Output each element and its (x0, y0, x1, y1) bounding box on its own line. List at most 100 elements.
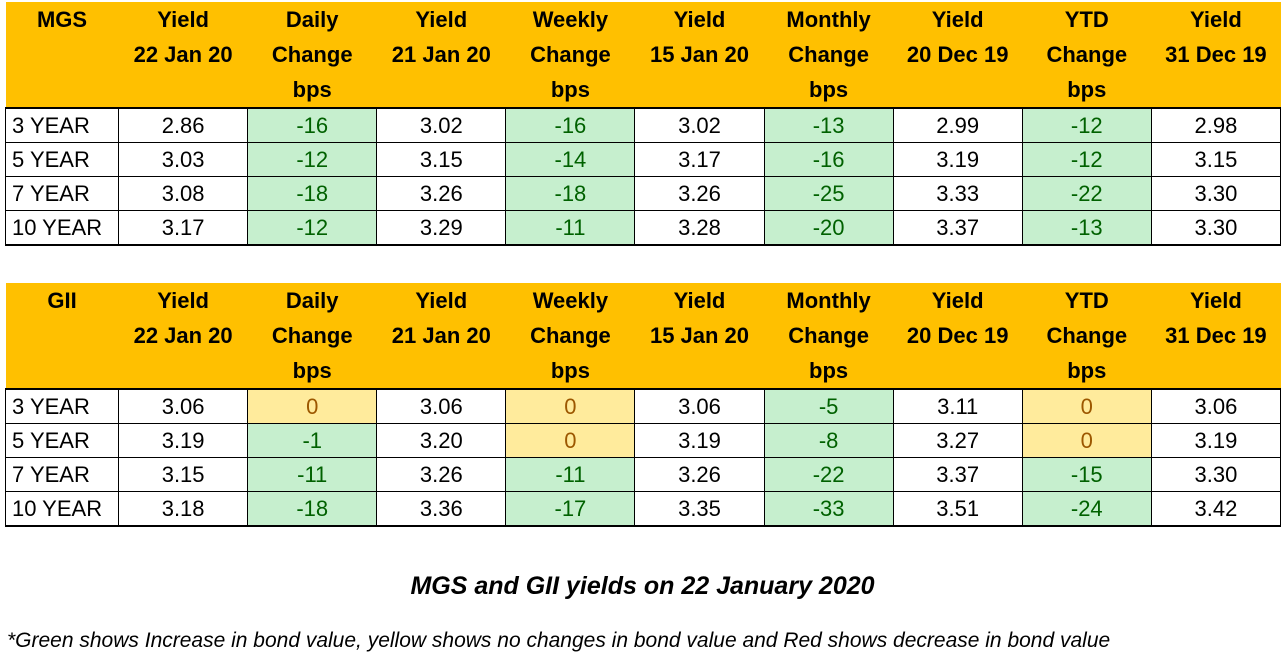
yield-cell: 2.86 (118, 107, 249, 143)
table-row: 10 YEAR 3.18 -18 3.36 -17 3.35 -33 3.51 -24 3.42 (4, 491, 1282, 527)
change-bps-cell: -1 (247, 423, 378, 458)
change-bps-cell: -20 (763, 210, 894, 246)
table-row: 5 YEAR 3.03 -12 3.15 -14 3.17 -16 3.19 -12 3.15 (4, 142, 1282, 177)
mgs-body: 3 YEAR 2.86 -16 3.02 -16 3.02 -13 2.99 -12 2.98 5 … (4, 107, 1282, 246)
header-line: Daily (285, 288, 339, 313)
header-line: Yield (415, 7, 468, 32)
column-header: Weekly Change bps (505, 283, 635, 390)
column-header: YTD Change bps (1022, 2, 1152, 109)
header-line: Yield (157, 7, 209, 32)
yield-cell: 3.36 (376, 491, 507, 527)
yield-cell: 3.06 (1150, 388, 1282, 424)
change-bps-cell: 0 (1021, 423, 1152, 458)
header-line: Daily (285, 7, 339, 32)
change-bps-cell: -5 (763, 388, 894, 424)
change-bps-cell: -16 (505, 107, 636, 143)
header-line: Change (271, 42, 353, 67)
header-line: YTD (1064, 288, 1109, 313)
yield-cell: 3.19 (634, 423, 765, 458)
change-bps-cell: -15 (1021, 457, 1152, 492)
yield-cell: 3.30 (1150, 457, 1282, 492)
yield-cell: 3.29 (376, 210, 507, 246)
change-bps-cell: -12 (1021, 107, 1152, 143)
change-bps-cell: -33 (763, 491, 894, 527)
yield-cell: 3.30 (1150, 176, 1282, 211)
header-line: MGS (36, 7, 88, 32)
table-row: 7 YEAR 3.08 -18 3.26 -18 3.26 -25 3.33 -22 3.30 (4, 176, 1282, 211)
change-bps-cell: -22 (1021, 176, 1152, 211)
change-bps-cell: -12 (1021, 142, 1152, 177)
header-line: 15 Jan 20 (649, 323, 750, 348)
yield-cell: 3.02 (376, 107, 507, 143)
yield-cell: 3.17 (634, 142, 765, 177)
header-line: bps (809, 358, 849, 383)
yield-cell: 3.06 (376, 388, 507, 424)
header-line: 22 Jan 20 (133, 323, 233, 348)
header-line: Yield (931, 288, 984, 313)
yield-cell: 3.26 (634, 176, 765, 211)
yield-cell: 3.28 (634, 210, 765, 246)
yield-cell: 3.37 (892, 457, 1023, 492)
change-bps-cell: -11 (247, 457, 378, 492)
change-bps-cell: -17 (505, 491, 636, 527)
header-line: 20 Dec 19 (906, 323, 1009, 348)
yield-cell: 3.06 (118, 388, 249, 424)
yield-cell: 3.08 (118, 176, 249, 211)
tenor-cell: 7 YEAR (4, 457, 120, 492)
header-line: Change (1046, 42, 1128, 67)
column-header: YTD Change bps (1022, 283, 1152, 390)
table-row: 7 YEAR 3.15 -11 3.26 -11 3.26 -22 3.37 -15 3.30 (4, 457, 1282, 492)
tenor-cell: 5 YEAR (4, 142, 120, 177)
column-header: Yield 31 Dec 19 (1151, 2, 1281, 109)
change-bps-cell: -16 (763, 142, 894, 177)
header-line: Yield (1190, 7, 1242, 32)
change-bps-cell: 0 (505, 388, 636, 424)
gii-body: 3 YEAR 3.06 0 3.06 0 3.06 -5 3.11 0 3.06 5 YEAR 3.1… (4, 388, 1282, 527)
header-line: Yield (157, 288, 209, 313)
yield-cell: 3.42 (1150, 491, 1282, 527)
yield-cell: 3.30 (1150, 210, 1282, 246)
yield-cell: 2.98 (1150, 107, 1282, 143)
mgs-header: MGS Yield 22 Jan 20 Daily Change bps Yield 21 J… (5, 2, 1281, 109)
header-line: Change (271, 323, 353, 348)
table-row: 5 YEAR 3.19 -1 3.20 0 3.19 -8 3.27 0 3.19 (4, 423, 1282, 458)
gii-header: GII Yield 22 Jan 20 Daily Change bps Yield 21 J… (5, 283, 1281, 390)
yield-cell: 3.26 (634, 457, 765, 492)
tenor-cell: 3 YEAR (4, 388, 120, 424)
change-bps-cell: -12 (247, 142, 378, 177)
header-line: 20 Dec 19 (906, 42, 1009, 67)
change-bps-cell: 0 (1021, 388, 1152, 424)
column-header: Yield 21 Jan 20 (376, 2, 506, 109)
yield-cell: 3.37 (892, 210, 1023, 246)
yield-cell: 3.19 (118, 423, 249, 458)
tenor-cell: 3 YEAR (4, 107, 120, 143)
header-row: GII Yield 22 Jan 20 Daily Change bps Yield 21 J… (5, 283, 1281, 390)
change-bps-cell: -13 (763, 107, 894, 143)
yield-cell: 3.33 (892, 176, 1023, 211)
change-bps-cell: -14 (505, 142, 636, 177)
header-line: 31 Dec 19 (1165, 323, 1267, 348)
column-header: Yield 15 Jan 20 (634, 2, 765, 109)
column-header: Yield 21 Jan 20 (376, 283, 506, 390)
tenor-cell: 7 YEAR (4, 176, 120, 211)
header-line: Change (530, 323, 611, 348)
change-bps-cell: -8 (763, 423, 894, 458)
header-line: Change (788, 323, 869, 348)
table-row: 3 YEAR 3.06 0 3.06 0 3.06 -5 3.11 0 3.06 (4, 388, 1282, 424)
header-line: Weekly (532, 288, 609, 313)
column-header: Yield 15 Jan 20 (634, 283, 765, 390)
yield-cell: 3.15 (1150, 142, 1282, 177)
header-line: Change (530, 42, 611, 67)
change-bps-cell: -25 (763, 176, 894, 211)
table-row: 10 YEAR 3.17 -12 3.29 -11 3.28 -20 3.37 -13 3.30 (4, 210, 1282, 246)
column-header: Yield 22 Jan 20 (118, 283, 248, 390)
change-bps-cell: 0 (505, 423, 636, 458)
yield-cell: 3.17 (118, 210, 249, 246)
column-header: Yield 20 Dec 19 (893, 283, 1023, 390)
header-line: Change (788, 42, 869, 67)
yield-cell: 3.03 (118, 142, 249, 177)
change-bps-cell: -18 (247, 176, 378, 211)
header-line: Yield (673, 7, 726, 32)
yield-cell: 3.19 (892, 142, 1023, 177)
change-bps-cell: -16 (247, 107, 378, 143)
